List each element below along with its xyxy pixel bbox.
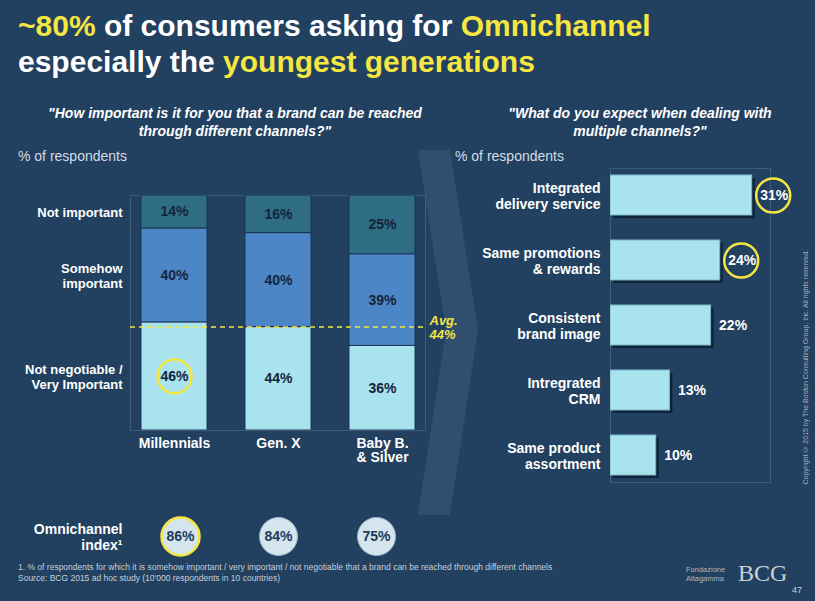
svg-text:25%: 25% bbox=[368, 216, 397, 232]
svg-text:Somehowimportant: Somehowimportant bbox=[61, 261, 123, 291]
svg-text:Not important: Not important bbox=[37, 205, 123, 220]
html-text:"How important is it for you t: "How important is it for you that a bran… bbox=[48, 105, 422, 140]
svg-text:86%: 86% bbox=[166, 528, 195, 544]
svg-text:39%: 39% bbox=[368, 292, 397, 308]
html-text:47: 47 bbox=[792, 585, 802, 595]
svg-text:Omnichannelindex¹: Omnichannelindex¹ bbox=[34, 521, 123, 553]
svg-text:IntregratedCRM: IntregratedCRM bbox=[527, 375, 600, 407]
html-text:Source: BCG 2015 ad hoc study: Source: BCG 2015 ad hoc study (10'000 re… bbox=[18, 572, 280, 583]
html-text:% of respondents: % of respondents bbox=[18, 148, 127, 164]
svg-text:84%: 84% bbox=[264, 528, 293, 544]
svg-text:36%: 36% bbox=[368, 380, 397, 396]
html-text:1. % of respondents for which: 1. % of respondents for which it is some… bbox=[18, 562, 553, 572]
svg-text:10%: 10% bbox=[664, 447, 693, 463]
svg-text:Same productassortment: Same productassortment bbox=[507, 440, 601, 472]
svg-text:Baby B.& Silver: Baby B.& Silver bbox=[356, 435, 409, 465]
svg-text:46%: 46% bbox=[160, 368, 189, 384]
svg-text:Gen. X: Gen. X bbox=[256, 435, 301, 451]
svg-text:22%: 22% bbox=[719, 317, 748, 333]
svg-text:40%: 40% bbox=[264, 272, 293, 288]
html-text:~80% of consumers asking for O: ~80% of consumers asking for Omnichannel bbox=[18, 9, 651, 42]
svg-text:16%: 16% bbox=[264, 206, 293, 222]
svg-text:13%: 13% bbox=[678, 382, 707, 398]
html-text:Fondazione Altagamma: Fondazione Altagamma bbox=[686, 565, 726, 583]
html-text:BCG: BCG bbox=[738, 560, 788, 586]
svg-text:14%: 14% bbox=[160, 203, 189, 219]
svg-text:24%: 24% bbox=[728, 252, 757, 268]
svg-text:44%: 44% bbox=[264, 370, 293, 386]
svg-text:31%: 31% bbox=[760, 187, 789, 203]
svg-text:40%: 40% bbox=[160, 267, 189, 283]
svg-text:Consistentbrand image: Consistentbrand image bbox=[517, 310, 601, 342]
svg-text:Millennials: Millennials bbox=[139, 435, 211, 451]
html-text:% of respondents: % of respondents bbox=[455, 148, 564, 164]
svg-text:Not negotiable /Very Important: Not negotiable /Very Important bbox=[25, 362, 123, 392]
html-text:"What do you expect when deali: "What do you expect when dealing with mu… bbox=[508, 105, 772, 140]
html-text:especially the youngest genera: especially the youngest generations bbox=[18, 45, 535, 78]
svg-text:Avg.44%: Avg.44% bbox=[429, 313, 458, 342]
svg-text:75%: 75% bbox=[362, 528, 391, 544]
html-text:Copyright © 2015 by The Boston: Copyright © 2015 by The Boston Consultin… bbox=[802, 250, 809, 485]
svg-text:Same promotions& rewards: Same promotions& rewards bbox=[482, 245, 600, 277]
svg-text:Integrateddelivery service: Integrateddelivery service bbox=[495, 180, 600, 212]
